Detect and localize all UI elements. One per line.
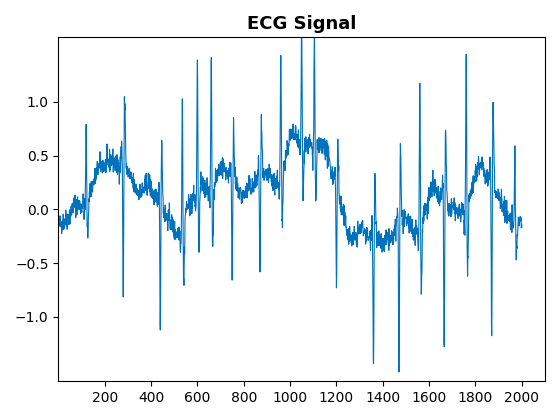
Title: ECG Signal: ECG Signal <box>247 15 356 33</box>
